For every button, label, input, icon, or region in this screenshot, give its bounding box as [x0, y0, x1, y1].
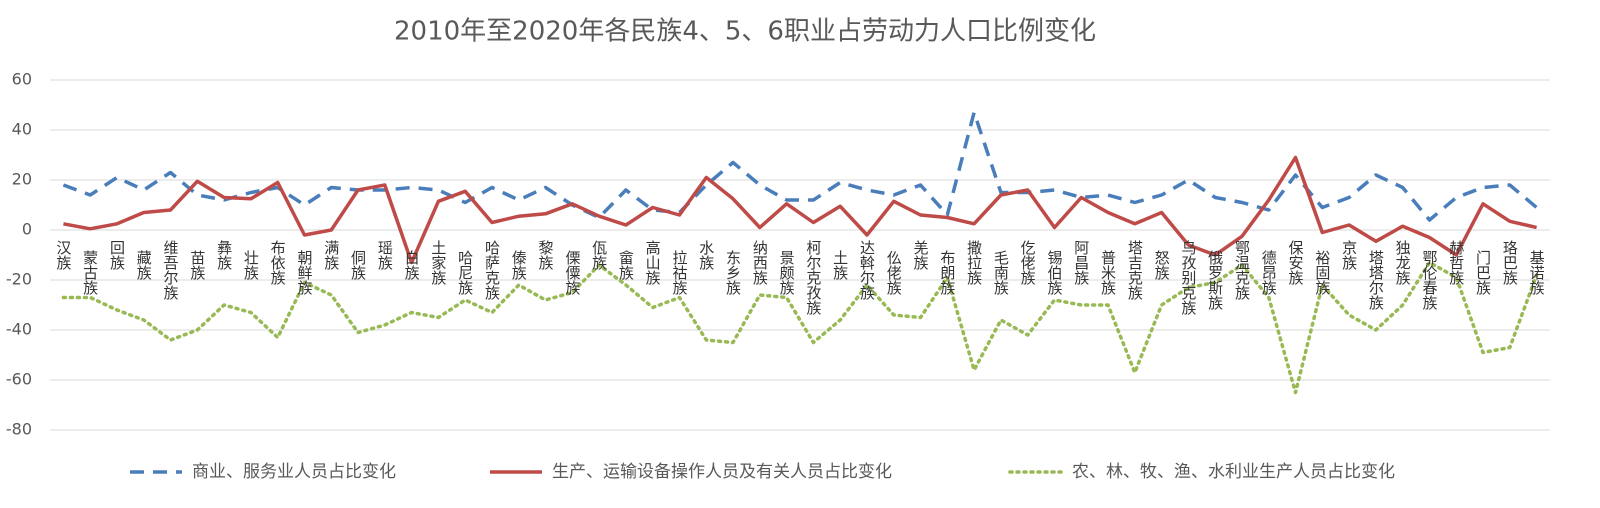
x-tick-label: 回族 [108, 240, 126, 271]
x-tick-label: 布朗族 [938, 250, 956, 296]
x-tick-label: 畲族 [617, 250, 635, 281]
y-tick-label: 40 [12, 120, 32, 139]
y-tick-label: 60 [12, 70, 32, 89]
x-tick-label: 土族 [831, 250, 849, 281]
x-tick-label: 侗族 [349, 250, 367, 281]
x-tick-label: 保安族 [1287, 240, 1305, 286]
x-tick-label: 普米族 [1099, 250, 1117, 296]
x-tick-label: 毛南族 [992, 250, 1010, 296]
x-tick-label: 水族 [697, 240, 715, 271]
chart-title: 2010年至2020年各民族4、5、6职业占劳动力人口比例变化 [394, 17, 1096, 47]
x-tick-label: 高山族 [644, 240, 662, 286]
x-tick-label: 土家族 [429, 240, 447, 286]
y-tick-label: -40 [6, 320, 32, 339]
x-tick-label: 基诺族 [1528, 250, 1546, 296]
y-tick-label: -20 [6, 270, 32, 289]
x-tick-label: 纳西族 [751, 240, 769, 286]
x-tick-label: 苗族 [188, 250, 206, 281]
legend-label: 商业、服务业人员占比变化 [192, 462, 396, 482]
x-tick-label: 鄂温克族 [1233, 240, 1251, 301]
x-tick-label: 壮族 [242, 250, 260, 281]
x-tick-label: 布依族 [269, 240, 287, 286]
x-tick-label: 白族 [403, 250, 421, 281]
x-tick-label: 拉祜族 [670, 250, 688, 296]
x-tick-label: 撒拉族 [965, 240, 983, 286]
x-tick-label: 哈尼族 [456, 250, 474, 296]
x-tick-label: 傣族 [510, 250, 528, 281]
legend-label: 农、林、牧、渔、水利业生产人员占比变化 [1072, 462, 1395, 482]
y-tick-label: 20 [12, 170, 32, 189]
x-tick-label: 朝鲜族 [295, 250, 313, 296]
legend-label: 生产、运输设备操作人员及有关人员占比变化 [552, 462, 892, 482]
x-tick-label: 独龙族 [1394, 240, 1412, 286]
x-tick-label: 东乡族 [724, 250, 742, 296]
x-tick-label: 瑶族 [376, 240, 394, 271]
x-tick-label: 塔吉克族 [1126, 240, 1144, 301]
x-tick-label: 鄂伦春族 [1420, 250, 1438, 311]
series-line [63, 155, 1537, 265]
x-tick-label: 佤族 [590, 240, 608, 271]
x-tick-label: 珞巴族 [1501, 240, 1519, 286]
x-tick-label: 阿昌族 [1072, 240, 1090, 286]
x-tick-label: 锡伯族 [1045, 250, 1063, 296]
x-tick-label: 乌孜别克族 [1179, 240, 1197, 316]
x-tick-label: 怒族 [1153, 250, 1171, 281]
x-tick-label: 哈萨克族 [483, 240, 501, 301]
x-tick-label: 达斡尔族 [858, 240, 876, 301]
x-tick-label: 汉族 [54, 240, 72, 271]
y-tick-label: 0 [22, 220, 32, 239]
x-tick-label: 满族 [322, 240, 340, 271]
x-tick-label: 门巴族 [1474, 250, 1492, 296]
x-tick-label: 羌族 [912, 240, 930, 271]
x-tick-label: 塔塔尔族 [1367, 250, 1385, 311]
y-tick-label: -60 [6, 370, 32, 389]
x-tick-label: 彝族 [215, 240, 233, 271]
x-tick-label: 裕固族 [1313, 250, 1331, 296]
series-line [62, 110, 1538, 222]
x-tick-label: 藏族 [135, 250, 153, 281]
x-tick-label: 仫佬族 [885, 250, 903, 296]
x-tick-label: 黎族 [537, 240, 555, 271]
x-tick-label: 赫哲族 [1447, 240, 1465, 286]
x-tick-label: 景颇族 [778, 250, 796, 296]
x-tick-label: 柯尔克孜族 [804, 240, 822, 316]
series-line [61, 260, 1539, 395]
x-tick-label: 蒙古族 [81, 250, 99, 296]
x-tick-label: 维吾尔族 [162, 240, 180, 301]
x-tick-label: 京族 [1340, 240, 1358, 271]
x-tick-label: 傈僳族 [563, 250, 581, 296]
x-tick-label: 俄罗斯族 [1206, 250, 1224, 311]
x-tick-label: 德昂族 [1260, 249, 1278, 296]
y-tick-label: -80 [6, 420, 32, 439]
x-tick-label: 仡佬族 [1019, 240, 1037, 286]
